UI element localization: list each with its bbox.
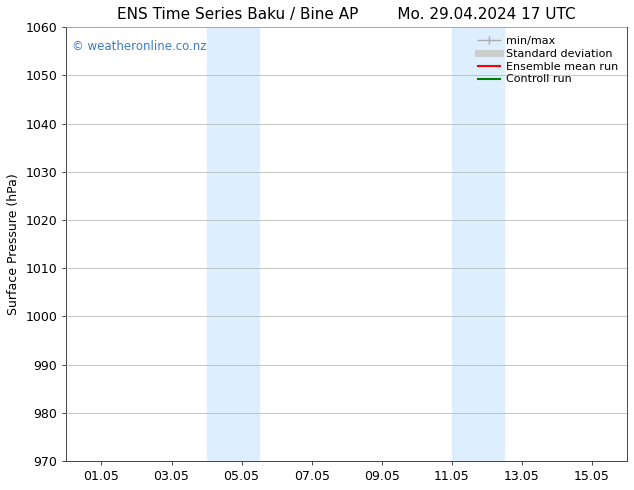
Bar bbox=[207, 27, 259, 461]
Title: ENS Time Series Baku / Bine AP        Mo. 29.04.2024 17 UTC: ENS Time Series Baku / Bine AP Mo. 29.04… bbox=[117, 7, 576, 22]
Bar bbox=[452, 27, 505, 461]
Legend: min/max, Standard deviation, Ensemble mean run, Controll run: min/max, Standard deviation, Ensemble me… bbox=[475, 33, 621, 88]
Y-axis label: Surface Pressure (hPa): Surface Pressure (hPa) bbox=[7, 173, 20, 315]
Text: © weatheronline.co.nz: © weatheronline.co.nz bbox=[72, 40, 207, 53]
